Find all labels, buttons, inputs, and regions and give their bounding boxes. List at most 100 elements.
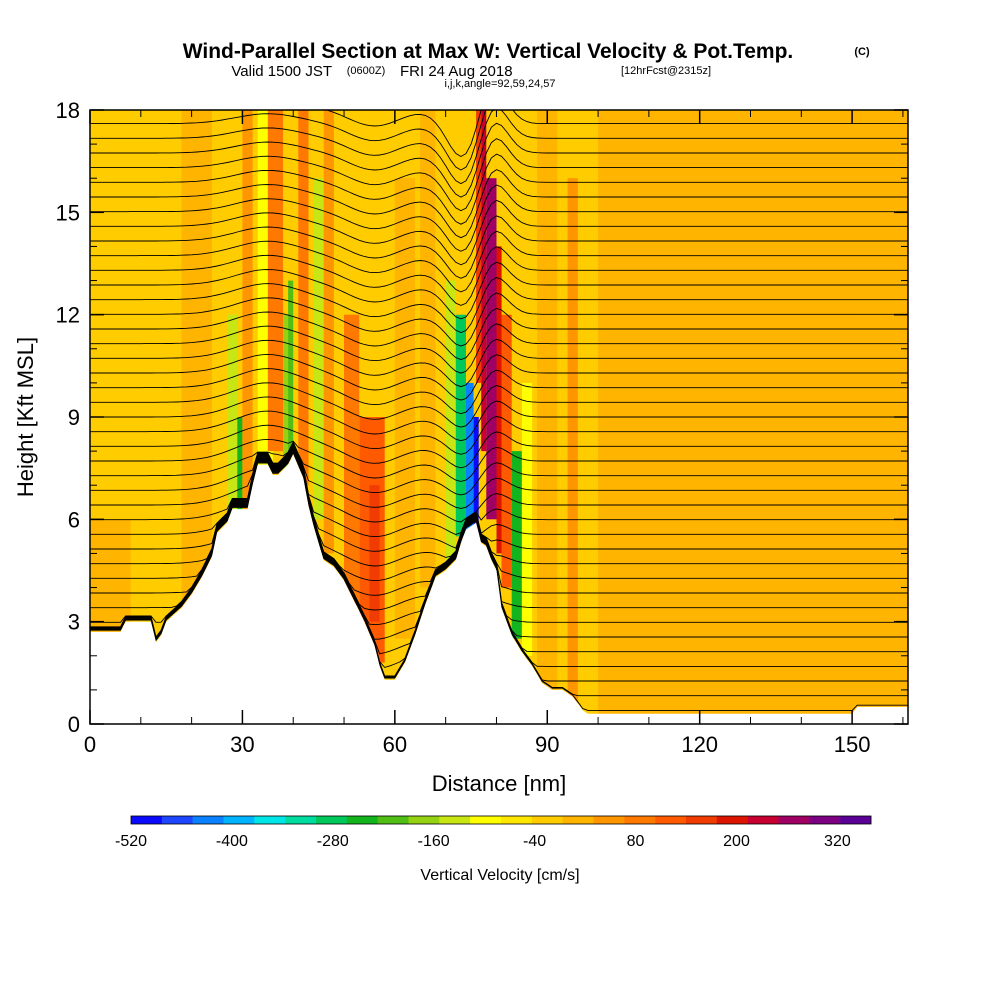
isentrope-line xyxy=(90,199,908,266)
terrain xyxy=(90,454,908,724)
colorbar-swatch xyxy=(346,816,378,824)
velocity-band-13 xyxy=(298,110,309,486)
velocity-band-19 xyxy=(394,178,416,639)
isentrope-line xyxy=(90,153,908,225)
isentrope-line xyxy=(90,446,908,626)
x-axis-title: Distance [nm] xyxy=(432,771,567,796)
isentrope-line xyxy=(90,292,908,347)
velocity-band-28 xyxy=(496,246,502,554)
colorbar-tick-label: -520 xyxy=(115,833,147,850)
velocity-band-7 xyxy=(237,417,243,520)
isentrope-line xyxy=(90,308,908,360)
colorbar: -520 -400 -280 -160 -40 80 200 320 xyxy=(115,815,872,850)
potential-temperature-contours xyxy=(90,110,908,711)
isentrope-line xyxy=(90,169,908,239)
colorbar-tick-label: -40 xyxy=(523,833,546,850)
colorbar-frame xyxy=(130,815,872,825)
velocity-band-27 xyxy=(486,178,497,520)
colorbar-swatch xyxy=(747,816,779,824)
valid-time-prefix: Valid 1500 JST xyxy=(231,63,332,80)
isentrope-line xyxy=(90,122,908,198)
isentrope-line xyxy=(90,444,908,582)
isentrope-line xyxy=(90,443,908,552)
isentrope-line xyxy=(90,277,908,333)
velocity-band-30 xyxy=(511,451,522,639)
colorbar-swatch xyxy=(809,816,841,824)
colorbar-tick-label: 80 xyxy=(627,833,645,850)
isentrope-line xyxy=(90,440,908,496)
isentrope-line xyxy=(90,230,908,293)
velocity-band-25 xyxy=(476,110,482,383)
colorbar-swatch xyxy=(778,816,810,824)
isentrope-line xyxy=(90,410,908,455)
isentrope-line xyxy=(90,323,908,374)
isentrope-line xyxy=(90,382,908,428)
isentrope-line xyxy=(90,396,908,442)
x-tick-label: 90 xyxy=(535,732,559,757)
isentrope-line xyxy=(90,445,908,596)
y-tick-label: 12 xyxy=(56,303,80,328)
isentrope-line xyxy=(90,441,908,509)
colorbar-swatch xyxy=(192,816,224,824)
velocity-band-14 xyxy=(313,178,324,520)
colorbar-swatch xyxy=(470,816,502,824)
colorbar-swatch xyxy=(377,816,409,824)
velocity-band-21 xyxy=(445,280,456,561)
isentrope-line xyxy=(90,442,908,523)
colorbar-title: Vertical Velocity [cm/s] xyxy=(420,867,579,884)
colorbar-swatch xyxy=(501,816,533,824)
isentrope-line xyxy=(90,446,908,611)
y-tick-label: 9 xyxy=(68,405,80,430)
x-tick-label: 0 xyxy=(84,732,96,757)
x-tick-label: 60 xyxy=(383,732,407,757)
isentrope-line xyxy=(90,442,908,538)
terrain-profile xyxy=(90,454,908,724)
valid-date: FRI 24 Aug 2018 xyxy=(400,63,513,80)
chart-title: Wind-Parallel Section at Max W: Vertical… xyxy=(183,40,794,63)
colorbar-swatch xyxy=(316,816,348,824)
grid-indices: i,j,k,angle=92,59,24,57 xyxy=(444,78,555,90)
isentrope-line xyxy=(90,215,908,279)
axis-ticks: 0 30 60 90 120 150 0 3 6 9 12 15 18 xyxy=(56,98,908,757)
colorbar-tick-label: 200 xyxy=(723,833,750,850)
colorbar-swatch xyxy=(285,816,317,824)
colorbar-swatch xyxy=(531,816,563,824)
colorbar-tick-label: -400 xyxy=(216,833,248,850)
colorbar-swatch xyxy=(254,816,286,824)
y-tick-label: 0 xyxy=(68,712,80,737)
isentrope-line xyxy=(90,184,908,252)
colorbar-tick-label: -160 xyxy=(418,833,450,850)
y-tick-label: 3 xyxy=(68,610,80,635)
velocity-band-12 xyxy=(288,280,294,452)
isentrope-line xyxy=(90,110,908,171)
velocity-band-16 xyxy=(344,314,360,605)
forecast-label: [12hrFcst@2315z] xyxy=(621,65,711,77)
velocity-band-10 xyxy=(267,110,283,452)
isentrope-line xyxy=(90,110,908,185)
colorbar-swatch xyxy=(223,816,255,824)
isentrope-line xyxy=(90,138,908,212)
colorbar-swatch xyxy=(439,816,471,824)
y-axis-title: Height [Kft MSL] xyxy=(13,337,38,497)
y-tick-label: 18 xyxy=(56,98,80,123)
velocity-band-24 xyxy=(473,417,479,554)
velocity-band-22 xyxy=(455,314,466,537)
title-mark: (C) xyxy=(854,46,870,58)
valid-time-zulu: (0600Z) xyxy=(347,65,386,77)
colorbar-swatch xyxy=(131,816,163,824)
isentrope-line xyxy=(90,368,908,415)
colorbar-swatch xyxy=(716,816,748,824)
isentrope-line xyxy=(90,438,908,482)
colorbar-swatch xyxy=(655,816,687,824)
velocity-band-18 xyxy=(369,485,380,622)
colorbar-swatch xyxy=(562,816,594,824)
colorbar-swatch xyxy=(161,816,193,824)
isentrope-line xyxy=(90,353,908,401)
colorbar-tick-label: -280 xyxy=(317,833,349,850)
plot-area xyxy=(90,110,908,724)
isentrope-line xyxy=(90,424,908,469)
colorbar-swatch xyxy=(593,816,625,824)
colorbar-swatch xyxy=(408,816,440,824)
colorbar-swatch xyxy=(624,816,656,824)
velocity-band-11 xyxy=(283,314,289,469)
